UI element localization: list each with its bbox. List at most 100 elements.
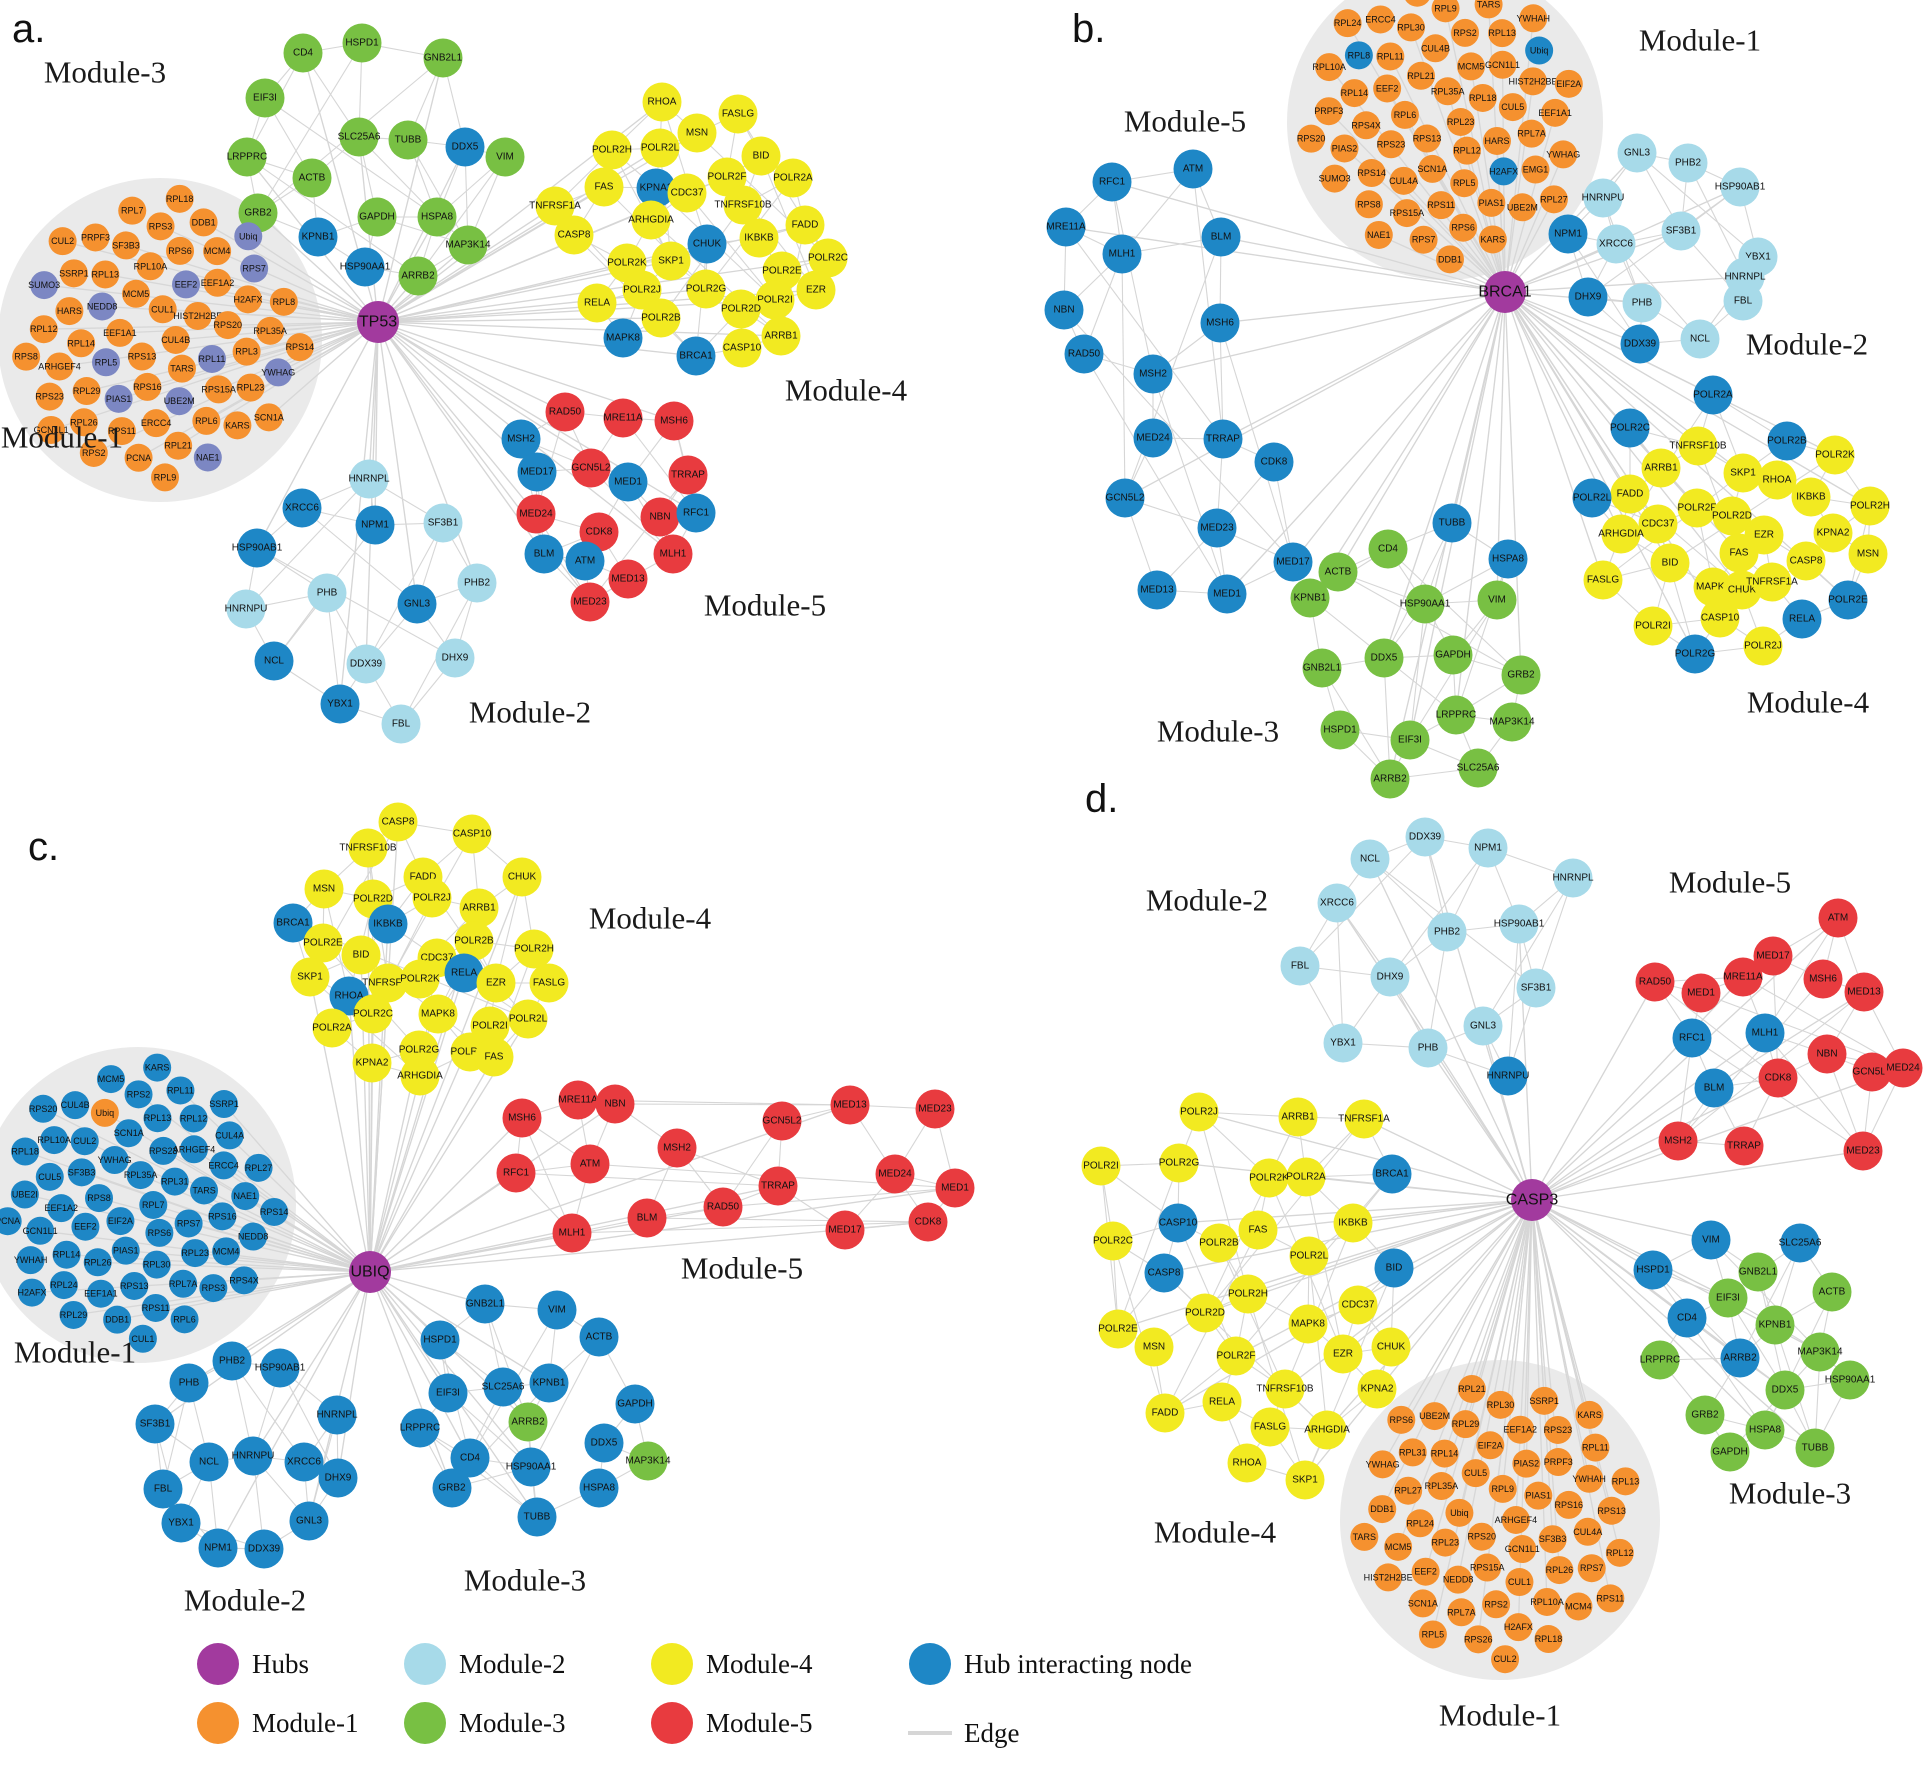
node-hsp90aa1[interactable]: HSP90AA1 (506, 1447, 557, 1487)
node-polr2l[interactable]: POLR2L (508, 999, 548, 1039)
node-circle[interactable] (35, 382, 64, 411)
node-circle[interactable] (1564, 1592, 1593, 1621)
node-circle[interactable] (312, 1008, 352, 1048)
node-circle[interactable] (1357, 1369, 1397, 1409)
node-circle[interactable] (1102, 234, 1142, 274)
node-circle[interactable] (1791, 477, 1831, 517)
node-bid[interactable]: BID (1374, 1248, 1414, 1288)
node-circle[interactable] (1596, 224, 1636, 264)
node-circle[interactable] (516, 494, 556, 534)
node-circle[interactable] (83, 1248, 112, 1277)
node-circle[interactable] (29, 315, 58, 344)
node-circle[interactable] (558, 1080, 598, 1120)
node-circle[interactable] (1675, 634, 1715, 674)
node-circle[interactable] (1044, 290, 1084, 330)
node-circle[interactable] (450, 1438, 490, 1478)
node-circle[interactable] (1672, 1018, 1712, 1058)
node-circle[interactable] (233, 1436, 273, 1476)
node-circle[interactable] (298, 217, 338, 257)
node-blm[interactable]: BLM (627, 1198, 667, 1238)
node-circle[interactable] (1489, 157, 1518, 186)
node-polr2f[interactable]: POLR2F (1216, 1336, 1256, 1376)
node-circle[interactable] (457, 563, 497, 603)
node-circle[interactable] (1302, 648, 1342, 688)
node-sf3b3[interactable]: SF3B3 (67, 1158, 96, 1187)
node-polr2h[interactable]: POLR2H (1850, 486, 1890, 526)
node-circle[interactable] (579, 1468, 619, 1508)
node-circle[interactable] (1105, 478, 1145, 518)
node-circle[interactable] (651, 241, 691, 281)
node-polr2j[interactable]: POLR2J (1179, 1092, 1219, 1132)
hub-circle[interactable] (357, 301, 399, 343)
node-circle[interactable] (1478, 225, 1507, 254)
node-med23[interactable]: MED23 (1843, 1131, 1883, 1171)
node-circle[interactable] (1384, 1532, 1413, 1561)
node-circle[interactable] (239, 1222, 268, 1251)
node-circle[interactable] (61, 1091, 90, 1120)
node-polr2a[interactable]: POLR2A (773, 158, 813, 198)
node-circle[interactable] (1405, 584, 1445, 624)
node-npm1[interactable]: NPM1 (1548, 214, 1588, 254)
node-circle[interactable] (29, 1094, 58, 1123)
node-rpl24[interactable]: RPL24 (1406, 1509, 1435, 1538)
node-rpl30[interactable]: RPL30 (1486, 1390, 1515, 1419)
node-circle[interactable] (105, 318, 134, 347)
node-rpl29[interactable]: RPL29 (59, 1300, 88, 1329)
node-circle[interactable] (1145, 1393, 1185, 1433)
node-circle[interactable] (1508, 193, 1537, 222)
node-ddb1[interactable]: DDB1 (1368, 1495, 1397, 1524)
node-rps6[interactable]: RPS6 (1449, 213, 1478, 242)
node-gcn5l2[interactable]: GCN5L2 (571, 448, 611, 488)
node-circle[interactable] (552, 1213, 592, 1253)
node-circle[interactable] (1370, 957, 1410, 997)
node-rpl21[interactable]: RPL21 (1457, 1374, 1486, 1403)
node-circle[interactable] (1374, 1248, 1414, 1288)
node-rps14[interactable]: RPS14 (286, 333, 315, 362)
node-eef2[interactable]: EEF2 (172, 270, 201, 299)
node-rpl13[interactable]: RPL13 (91, 260, 120, 289)
node-hnrnpl[interactable]: HNRNPL (348, 459, 390, 499)
node-gnl3[interactable]: GNL3 (289, 1501, 329, 1541)
node-circle[interactable] (636, 168, 676, 208)
node-polr2k[interactable]: POLR2K (1815, 435, 1855, 475)
node-circle[interactable] (1280, 946, 1320, 986)
node-rpl27[interactable]: RPL27 (244, 1153, 273, 1182)
node-circle[interactable] (45, 352, 74, 381)
node-circle[interactable] (1286, 1157, 1326, 1197)
node-circle[interactable] (1436, 695, 1476, 735)
node-med13[interactable]: MED13 (608, 559, 648, 599)
node-circle[interactable] (1376, 130, 1405, 159)
node-circle[interactable] (1451, 1410, 1480, 1439)
node-circle[interactable] (1723, 957, 1763, 997)
node-circle[interactable] (1406, 1509, 1435, 1538)
node-circle[interactable] (320, 684, 360, 724)
node-ncl[interactable]: NCL (254, 641, 294, 681)
node-hspa8[interactable]: HSPA8 (417, 197, 457, 237)
node-circle[interactable] (631, 200, 671, 240)
node-rps20[interactable]: RPS20 (214, 311, 243, 340)
node-rpl24[interactable]: RPL24 (1333, 9, 1362, 38)
node-circle[interactable] (642, 82, 682, 122)
node-atm[interactable]: ATM (570, 1144, 610, 1184)
node-circle[interactable] (502, 1098, 542, 1138)
node-circle[interactable] (622, 270, 662, 310)
node-circle[interactable] (342, 23, 382, 63)
node-rhoa[interactable]: RHOA (1757, 460, 1797, 500)
node-circle[interactable] (142, 409, 171, 438)
node-circle[interactable] (1288, 1304, 1328, 1344)
node-arrb2[interactable]: ARRB2 (1720, 1338, 1760, 1378)
node-rpl7a[interactable]: RPL7A (169, 1269, 198, 1298)
node-polr2c[interactable]: POLR2C (1610, 408, 1650, 448)
node-dhx9[interactable]: DHX9 (435, 638, 475, 678)
node-circle[interactable] (1227, 1443, 1267, 1483)
node-sf3b1[interactable]: SF3B1 (423, 503, 463, 543)
node-sf3b3[interactable]: SF3B3 (1538, 1525, 1567, 1554)
node-polr2i[interactable]: POLR2I (1633, 606, 1673, 646)
node-msh2[interactable]: MSH2 (1133, 354, 1173, 394)
node-circle[interactable] (1463, 1006, 1503, 1046)
node-circle[interactable] (106, 1207, 135, 1236)
node-circle[interactable] (1694, 1068, 1734, 1108)
node-msn[interactable]: MSN (1848, 534, 1888, 574)
node-circle[interactable] (571, 448, 611, 488)
node-kars[interactable]: KARS (143, 1053, 172, 1082)
